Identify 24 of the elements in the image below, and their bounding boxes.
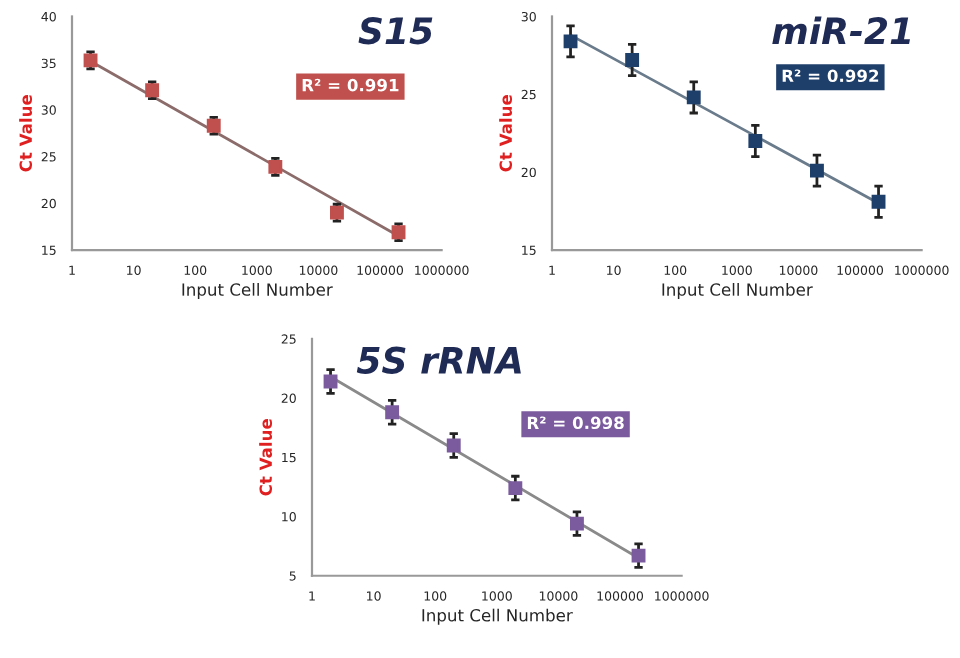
chart-title: miR-21	[772, 16, 910, 44]
point	[446, 438, 461, 453]
point	[563, 34, 578, 49]
annotation: R² = 0.991	[302, 78, 399, 92]
point	[323, 374, 338, 389]
point	[810, 163, 824, 178]
point	[385, 405, 400, 420]
y-axis-title: Ct Value	[259, 419, 273, 496]
point	[871, 194, 886, 209]
x-axis-title: Input Cell Number	[182, 282, 333, 300]
x-axis-title: Input Cell Number	[662, 282, 813, 300]
point	[631, 548, 646, 563]
annotation: R² = 0.998	[527, 416, 624, 430]
x-axis-title: Input Cell Number	[422, 608, 573, 625]
point	[508, 481, 523, 496]
y-axis-title: Ct Value	[499, 95, 513, 172]
point	[686, 90, 701, 105]
y-axis-title: Ct Value	[19, 95, 33, 172]
chart-title: 5S rRNA	[356, 346, 521, 374]
annotation: R² = 0.992	[782, 69, 879, 83]
chart-title: S15	[358, 17, 433, 45]
point	[570, 516, 584, 531]
point	[625, 53, 640, 67]
point	[748, 134, 763, 148]
